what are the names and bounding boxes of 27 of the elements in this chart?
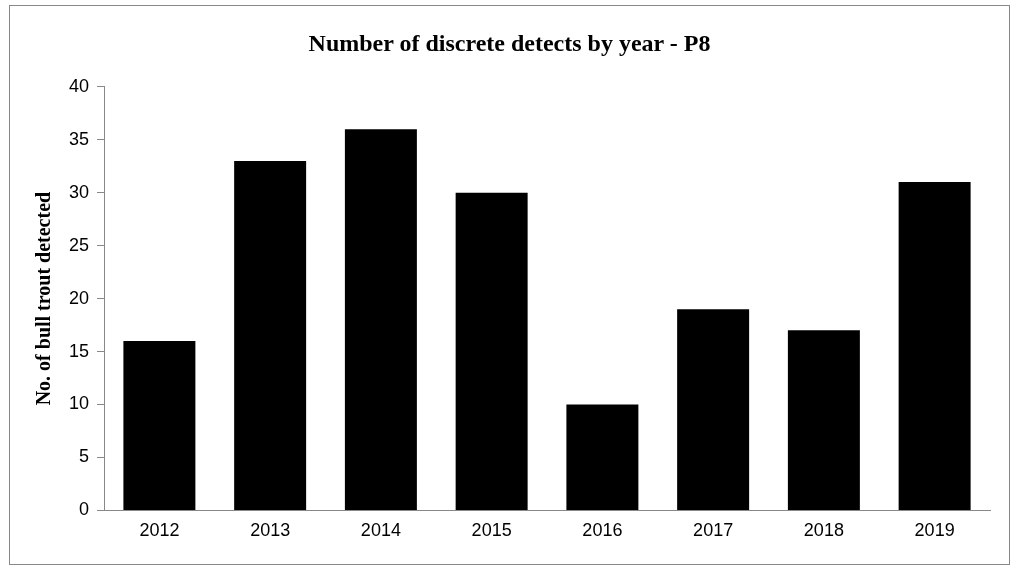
y-tick-label: 0 (79, 499, 90, 520)
y-tick-label: 15 (68, 340, 90, 361)
y-tick-label: 5 (79, 446, 90, 467)
x-tick-label: 2018 (803, 520, 844, 541)
x-tick-label: 2012 (139, 520, 180, 541)
x-tick-label: 2019 (914, 520, 955, 541)
y-tick-label: 25 (68, 234, 90, 255)
bar (455, 192, 528, 510)
bar (898, 182, 971, 510)
x-tick-label: 2014 (360, 520, 401, 541)
bar (344, 129, 417, 510)
y-tick-label: 40 (68, 75, 90, 96)
bar (566, 404, 639, 510)
chart-title: Number of discrete detects by year - P8 (308, 29, 711, 56)
y-tick-label: 20 (68, 287, 90, 308)
y-tick-label: 10 (68, 393, 90, 414)
y-tick-label: 30 (68, 181, 90, 202)
x-tick-label: 2017 (693, 520, 734, 541)
x-tick-label: 2015 (471, 520, 512, 541)
bar (234, 160, 307, 510)
bar (787, 330, 860, 510)
y-tick-label: 35 (68, 128, 90, 149)
x-tick-label: 2016 (582, 520, 623, 541)
bar (123, 340, 196, 510)
y-axis-title: No. of bull trout detected (32, 191, 55, 406)
bar (677, 309, 750, 510)
x-tick-label: 2013 (250, 520, 291, 541)
